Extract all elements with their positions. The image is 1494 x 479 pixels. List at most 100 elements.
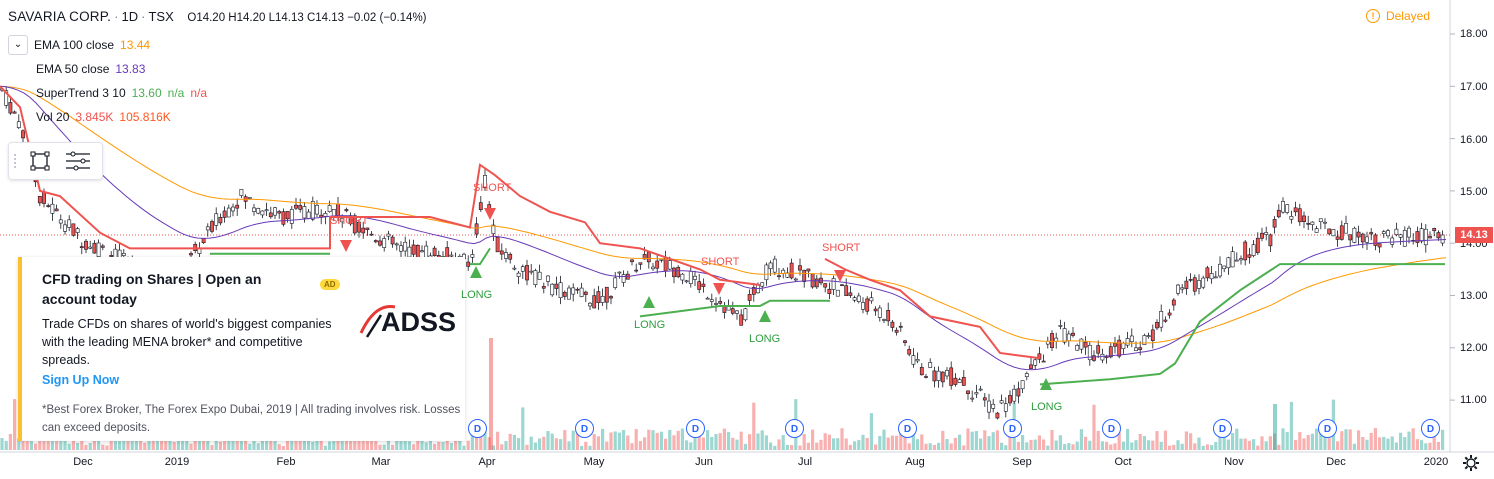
supertrend-up-line [1039,263,1445,386]
volume-bar [357,435,361,450]
volume-bar [727,432,731,450]
interval[interactable]: 1D [121,9,139,24]
rectangle-tool-button[interactable] [21,145,59,177]
candle-body [1184,280,1189,290]
collapse-legend-button[interactable]: ⌄ [8,35,28,55]
legend-row-supertrend[interactable]: SuperTrend 3 10 13.60 n/a n/a [8,81,207,105]
volume-bar [1109,444,1113,450]
dividend-marker[interactable]: D [575,419,594,438]
candle-body [302,206,307,219]
dividend-marker[interactable]: D [468,419,487,438]
long-arrow-icon [470,266,482,278]
candle-body [873,308,878,312]
volume-bar [294,440,298,450]
time-tick: Nov [1224,456,1244,468]
volume-bar [147,435,151,450]
candle-body [693,275,697,280]
ad-title[interactable]: CFD trading on Shares | Open an account … [42,271,262,307]
chart-settings-button[interactable] [1460,452,1482,474]
dividend-marker[interactable]: D [1003,419,1022,438]
candle-body [1331,229,1336,237]
volume-bar [949,443,953,450]
candle-body [1024,373,1029,378]
candle-body [420,250,424,253]
volume-bar [286,438,290,450]
legend-row-volume[interactable]: Vol 20 3.845K 105.816K [8,105,207,129]
price-tick: 11.00 [1460,394,1487,406]
legend-row-ema100[interactable]: ⌄ EMA 100 close 13.44 [8,33,207,57]
volume-bar [1159,441,1163,450]
candle-body [1419,228,1424,242]
volume-bar [546,431,550,450]
volume-bar [512,434,516,450]
drag-handle[interactable] [9,143,21,179]
legend-name: EMA 100 close [34,38,115,52]
dividend-marker[interactable]: D [1102,419,1121,438]
volume-bar [1407,431,1411,450]
volume-bar [1394,442,1398,450]
dividend-marker[interactable]: D [785,419,804,438]
candle-body [474,223,479,235]
long-signal-label: LONG [461,289,493,301]
candle-body [1281,201,1285,213]
dividend-marker[interactable]: D [686,419,705,438]
candle-body [621,274,626,283]
list-settings-icon [66,151,90,171]
legend-value: 13.44 [120,38,151,52]
candle-body [537,271,542,280]
ad-card[interactable]: CFD trading on Shares | Open an account … [18,257,465,441]
dividend-marker[interactable]: D [1318,419,1337,438]
volume-bar [979,438,983,450]
candle-body [1075,345,1080,351]
candle-body [1264,232,1269,235]
dividend-marker[interactable]: D [1213,419,1232,438]
dividend-marker[interactable]: D [898,419,917,438]
volume-bar [857,440,861,450]
candle-body [403,241,408,252]
delayed-status[interactable]: ! Delayed [1365,9,1430,23]
candle-body [1415,231,1420,243]
candle-body [676,266,681,278]
candle-body [357,221,361,233]
volume-bar [1289,401,1293,450]
candle-body [949,367,954,386]
volume-bar [630,443,634,450]
time-tick: Dec [1326,456,1346,468]
candle-body [1083,341,1088,348]
candle-body [50,203,55,214]
volume-bar [1340,431,1344,450]
volume-bar [1205,444,1209,450]
legend-value: 105.816K [119,110,171,124]
legend-row-ema50[interactable]: EMA 50 close 13.83 [8,57,207,81]
candle-body [886,309,891,322]
volume-bar [265,439,269,450]
volume-bar [1323,436,1327,450]
price-axis[interactable]: 18.00 17.00 16.00 15.00 14.00 13.00 12.0… [1450,0,1494,455]
candle-body [730,308,735,314]
volume-bar [4,440,8,450]
volume-bar [1310,433,1314,450]
candle-body [432,247,437,256]
volume-bar [1126,428,1130,450]
volume-bar [853,441,857,450]
dividend-marker[interactable]: D [1421,419,1440,438]
volume-bar [1088,440,1092,450]
volume-bar [1352,443,1356,450]
candle-body [466,261,471,267]
symbol-name[interactable]: SAVARIA CORP. [8,9,112,24]
time-tick: Sep [1012,456,1032,468]
candle-body [407,246,412,258]
menu-tool-button[interactable] [59,145,97,177]
candle-body [96,242,101,257]
time-axis[interactable]: Dec 2019 Feb Mar Apr May Jun Jul Aug Sep… [0,452,1450,474]
volume-bar [916,439,920,450]
candle-body [982,397,987,401]
price-tick: 15.00 [1460,186,1488,198]
volume-bar [1243,438,1247,450]
sign-up-link[interactable]: Sign Up Now [42,373,120,387]
candle-body [46,205,51,207]
volume-bar [164,438,168,450]
volume-bar [202,439,206,450]
volume-bar [932,444,936,450]
last-price-label: 14.13 [1455,227,1493,243]
